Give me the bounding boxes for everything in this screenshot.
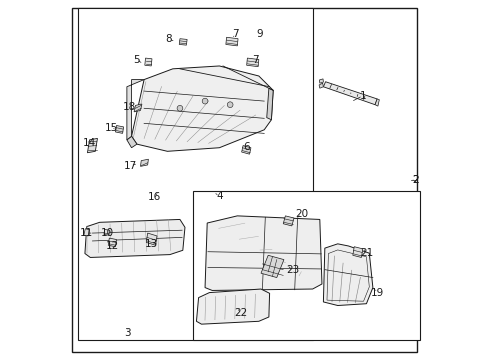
Polygon shape <box>246 58 258 67</box>
Text: 23: 23 <box>285 265 299 275</box>
Polygon shape <box>126 136 137 148</box>
Text: 20: 20 <box>295 210 308 220</box>
Polygon shape <box>104 229 109 235</box>
Text: 22: 22 <box>234 308 247 318</box>
Polygon shape <box>134 104 142 112</box>
Text: 15: 15 <box>104 123 118 132</box>
Text: 16: 16 <box>147 192 161 202</box>
Polygon shape <box>108 238 116 247</box>
Text: 2: 2 <box>412 175 418 185</box>
Polygon shape <box>140 159 148 166</box>
Text: 1: 1 <box>359 91 366 101</box>
Polygon shape <box>374 99 379 106</box>
Polygon shape <box>319 79 323 83</box>
Polygon shape <box>225 37 238 46</box>
Text: 19: 19 <box>370 288 383 298</box>
Polygon shape <box>126 80 144 140</box>
Text: 11: 11 <box>80 228 93 238</box>
Polygon shape <box>261 255 284 278</box>
Polygon shape <box>115 126 123 134</box>
Text: 2: 2 <box>412 175 418 185</box>
Bar <box>192 191 419 339</box>
Polygon shape <box>266 88 273 120</box>
Text: 14: 14 <box>83 139 96 148</box>
Bar <box>78 8 312 339</box>
Polygon shape <box>323 82 376 105</box>
Polygon shape <box>319 83 323 88</box>
Text: 9: 9 <box>256 29 263 39</box>
Text: 13: 13 <box>144 239 158 249</box>
Text: 8: 8 <box>165 34 171 44</box>
Text: 18: 18 <box>122 102 135 112</box>
Polygon shape <box>83 229 89 236</box>
Polygon shape <box>283 216 293 226</box>
Text: 12: 12 <box>106 241 119 251</box>
Polygon shape <box>144 58 152 66</box>
Polygon shape <box>204 216 321 291</box>
Text: 7: 7 <box>251 54 258 64</box>
Text: 3: 3 <box>124 328 131 338</box>
Polygon shape <box>85 220 184 257</box>
Text: 4: 4 <box>216 191 222 201</box>
Text: 17: 17 <box>123 161 137 171</box>
Text: 7: 7 <box>231 29 238 39</box>
Polygon shape <box>179 39 187 45</box>
Text: 10: 10 <box>101 228 114 238</box>
Polygon shape <box>87 138 97 153</box>
Polygon shape <box>323 244 372 306</box>
Polygon shape <box>196 289 269 324</box>
Polygon shape <box>146 233 157 245</box>
Polygon shape <box>352 247 362 257</box>
Circle shape <box>227 102 233 108</box>
Circle shape <box>202 98 207 104</box>
Polygon shape <box>241 145 250 154</box>
Circle shape <box>177 105 183 111</box>
Text: 6: 6 <box>243 141 249 152</box>
Text: 21: 21 <box>359 248 372 258</box>
Polygon shape <box>131 66 273 151</box>
Text: 5: 5 <box>133 54 139 64</box>
